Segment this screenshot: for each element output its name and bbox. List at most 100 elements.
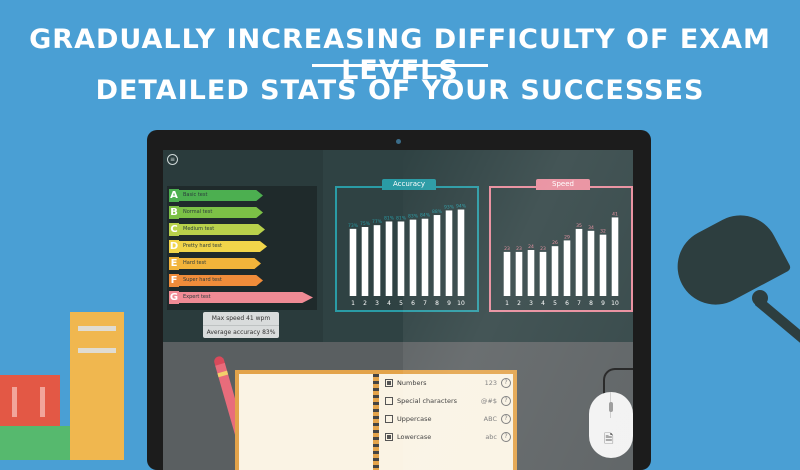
- level-letter: C: [169, 223, 179, 236]
- option-sample: abc: [485, 433, 497, 441]
- laptop: ≡ A Basic test B Normal test C Medium te…: [147, 130, 651, 470]
- accuracy-bar-9: [445, 210, 453, 296]
- level-d[interactable]: D Pretty hard test: [169, 240, 267, 253]
- accuracy-value-label-1: 73%: [348, 223, 359, 229]
- accuracy-value-label-9: 93%: [444, 204, 455, 210]
- speed-value-label-10: 41: [612, 211, 618, 217]
- level-label: Expert test: [179, 292, 313, 303]
- accuracy-tick-label-7: 7: [423, 300, 427, 307]
- option-special-characters[interactable]: Special characters @#$ ?: [385, 394, 513, 408]
- webcam: [396, 139, 401, 144]
- accuracy-tick-label-8: 8: [435, 300, 439, 307]
- avg-accuracy-text: Average accuracy 83%: [206, 329, 276, 336]
- accuracy-chart-title: Accuracy: [382, 179, 436, 190]
- uppercase-checkbox[interactable]: [385, 415, 393, 423]
- notebook-right-page: [379, 374, 513, 470]
- accuracy-bar-2: [361, 227, 369, 296]
- desk-lamp-shade: [664, 202, 792, 318]
- option-lowercase[interactable]: Lowercase abc ?: [385, 430, 513, 444]
- speed-bar-2: [515, 251, 523, 296]
- option-uppercase[interactable]: Uppercase ABC ?: [385, 412, 513, 426]
- accuracy-tick-label-2: 2: [363, 300, 367, 307]
- special-characters-checkbox[interactable]: [385, 397, 393, 405]
- accuracy-tick-label-9: 9: [447, 300, 451, 307]
- accuracy-value-label-4: 81%: [384, 215, 395, 221]
- help-icon[interactable]: ?: [501, 378, 511, 388]
- speed-tick-label-1: 1: [505, 300, 509, 307]
- level-a[interactable]: A Basic test: [169, 189, 263, 202]
- lowercase-checkbox[interactable]: [385, 433, 393, 441]
- option-label: Uppercase: [397, 415, 432, 423]
- level-letter: F: [169, 274, 179, 287]
- level-e[interactable]: E Hard test: [169, 257, 261, 270]
- accuracy-value-label-2: 75%: [360, 221, 371, 227]
- numbers-checkbox[interactable]: [385, 379, 393, 387]
- notebook: Numbers 123 ? Special characters @#$ ? U…: [235, 370, 517, 470]
- mouse-cable: [603, 368, 633, 394]
- max-speed-text: Max speed 41 wpm: [203, 312, 279, 326]
- speed-value-label-4: 23: [540, 246, 546, 252]
- speed-value-label-5: 26: [552, 240, 558, 246]
- speed-bar-8: [587, 230, 595, 296]
- accuracy-tick-label-3: 3: [375, 300, 379, 307]
- option-sample: @#$: [480, 397, 497, 405]
- help-icon[interactable]: ?: [501, 396, 511, 406]
- accuracy-value-label-3: 77%: [372, 219, 383, 225]
- speed-tick-label-7: 7: [577, 300, 581, 307]
- speed-value-label-8: 34: [588, 225, 594, 231]
- level-letter: E: [169, 257, 179, 270]
- speed-bar-9: [599, 234, 607, 296]
- level-letter: A: [169, 189, 179, 202]
- speed-bar-7: [575, 228, 583, 296]
- book-slot: [12, 387, 17, 417]
- menu-icon[interactable]: ≡: [167, 154, 178, 165]
- speed-tick-label-10: 10: [611, 300, 619, 307]
- notebook-left-page: [239, 374, 373, 470]
- level-letter: D: [169, 240, 179, 253]
- binder-stripe: [78, 326, 116, 331]
- accuracy-tick-label-4: 4: [387, 300, 391, 307]
- option-label: Numbers: [397, 379, 427, 387]
- yellow-binder: [70, 312, 124, 460]
- speed-value-label-3: 24: [528, 244, 534, 250]
- speed-chart: Speed 23 1 23 2 24 3 23 4 26 5 29 6 35 7 34 8 32 9 41 10: [489, 179, 633, 312]
- accuracy-tick-label-10: 10: [457, 300, 465, 307]
- speed-bar-5: [551, 246, 559, 296]
- book-slot: [40, 387, 45, 417]
- speed-bar-10: [611, 217, 619, 296]
- accuracy-bar-6: [409, 219, 417, 296]
- accuracy-value-label-5: 81%: [396, 215, 407, 221]
- mouse: 🗎: [589, 392, 633, 458]
- speed-bar-6: [563, 240, 571, 296]
- speed-bar-1: [503, 251, 511, 296]
- level-letter: G: [169, 291, 179, 304]
- speed-value-label-2: 23: [516, 246, 522, 252]
- option-label: Lowercase: [397, 433, 432, 441]
- speed-tick-label-3: 3: [529, 300, 533, 307]
- level-label: Medium test: [179, 224, 265, 235]
- accuracy-bar-5: [397, 221, 405, 296]
- level-label: Basic test: [179, 190, 263, 201]
- level-f[interactable]: F Super hard test: [169, 274, 263, 287]
- accuracy-bar-3: [373, 225, 381, 296]
- option-numbers[interactable]: Numbers 123 ?: [385, 376, 513, 390]
- help-icon[interactable]: ?: [501, 414, 511, 424]
- level-g[interactable]: G Expert test: [169, 291, 313, 304]
- level-c[interactable]: C Medium test: [169, 223, 265, 236]
- speed-value-label-6: 29: [564, 234, 570, 240]
- accuracy-tick-label-6: 6: [411, 300, 415, 307]
- accuracy-value-label-6: 83%: [408, 214, 419, 220]
- accuracy-bar-10: [457, 209, 465, 296]
- help-icon[interactable]: ?: [501, 432, 511, 442]
- accuracy-bar-4: [385, 221, 393, 296]
- speed-bar-4: [539, 251, 547, 296]
- document-icon[interactable]: 🗎: [604, 432, 614, 446]
- notebook-spiral: [373, 374, 379, 470]
- level-b[interactable]: B Normal test: [169, 206, 263, 219]
- level-letter: B: [169, 206, 179, 219]
- accuracy-tick-label-5: 5: [399, 300, 403, 307]
- speed-value-label-9: 32: [600, 229, 606, 235]
- accuracy-tick-label-1: 1: [351, 300, 355, 307]
- headline-divider: [312, 64, 488, 67]
- stats-summary: Max speed 41 wpm Average accuracy 83%: [203, 312, 279, 338]
